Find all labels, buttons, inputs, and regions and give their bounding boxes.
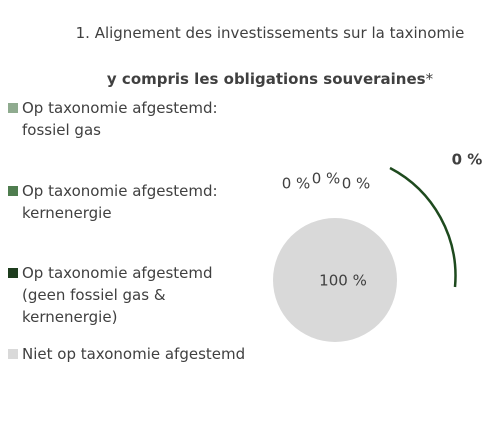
data-label: 0 % [312,170,341,188]
legend-label: Op taxonomie afgestemd (geen fossiel gas… [22,264,213,326]
subtitle-note: * [425,70,434,88]
subtitle-text: y compris les obligations souveraines [106,70,426,88]
legend-label: Op taxonomie afgestemd: kernenergie [22,182,218,222]
legend-item: Op taxonomie afgestemd (geen fossiel gas… [8,262,258,328]
data-label: 0 % [282,175,311,193]
legend-swatch [8,268,18,278]
data-label: 0 % [342,175,371,193]
legend-item: Op taxonomie afgestemd: kernenergie [8,180,258,224]
annotation: 0 % [452,151,483,169]
legend-swatch [8,186,18,196]
legend-label: Niet op taxonomie afgestemd [22,345,246,363]
legend-item: Niet op taxonomie afgestemd [8,343,258,365]
legend-swatch [8,349,18,359]
legend-swatch [8,103,18,113]
data-label: 100 % [319,272,367,290]
pie-slice [273,218,397,342]
legend-label: Op taxonomie afgestemd: fossiel gas [22,99,218,139]
chart-title: 1. Alignement des investissements sur la… [75,24,465,42]
annotation-arc [389,166,457,288]
legend-item: Op taxonomie afgestemd: fossiel gas [8,97,258,141]
chart-subtitle: y compris les obligations souveraines* [60,70,480,88]
